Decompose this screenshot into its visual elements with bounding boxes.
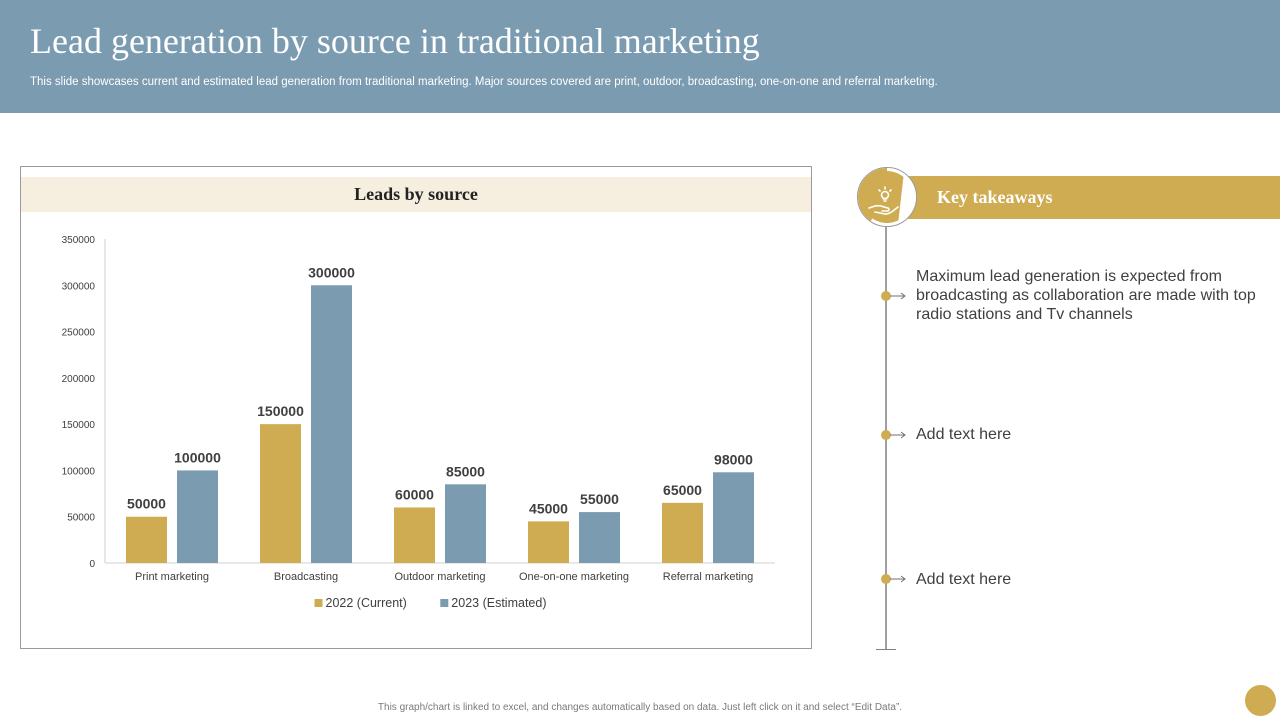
- data-label: 98000: [714, 451, 753, 467]
- y-tick-label: 100000: [62, 466, 96, 477]
- x-tick-label: Outdoor marketing: [394, 571, 485, 583]
- bar: [126, 516, 167, 563]
- hand-holding-idea-icon: [858, 168, 916, 226]
- header-banner: Lead generation by source in traditional…: [0, 0, 1280, 113]
- chart-title-band: Leads by source: [21, 177, 811, 212]
- y-tick-label: 350000: [62, 235, 96, 246]
- data-label: 50000: [127, 496, 166, 512]
- chart-container[interactable]: Leads by source 0 50000 100000 150000 200000…: [20, 166, 812, 649]
- y-tick-label: 200000: [62, 374, 96, 385]
- legend-label: 2023 (Estimated): [451, 596, 546, 610]
- legend-label: 2022 (Current): [326, 596, 407, 610]
- takeaway-item-3[interactable]: Add text here: [916, 571, 1012, 588]
- corner-decoration: [1245, 685, 1276, 716]
- y-tick-label: 0: [89, 559, 95, 570]
- takeaway-bullet-icon: [880, 572, 910, 584]
- page-title: Lead generation by source in traditional…: [30, 21, 760, 61]
- takeaway-item-1: Maximum lead generation is expected from…: [916, 268, 1256, 323]
- bar: [579, 512, 620, 563]
- bar: [713, 472, 754, 563]
- data-label: 85000: [446, 463, 485, 479]
- legend-swatch: [314, 599, 323, 607]
- takeaways-timeline-foot: [876, 649, 896, 650]
- bar: [528, 521, 569, 563]
- data-label: 55000: [580, 491, 619, 507]
- x-tick-label: One-on-one marketing: [519, 571, 629, 583]
- takeaway-bullet-icon: [880, 428, 910, 440]
- y-tick-label: 250000: [62, 328, 96, 339]
- legend-swatch: [440, 599, 449, 607]
- x-tick-label: Referral marketing: [663, 571, 753, 583]
- chart-title: Leads by source: [354, 184, 478, 204]
- data-label: 300000: [308, 264, 355, 280]
- data-label: 100000: [174, 449, 221, 465]
- x-tick-label: Print marketing: [135, 571, 209, 583]
- bar: [394, 507, 435, 563]
- page-subtitle: This slide showcases current and estimat…: [30, 76, 938, 88]
- bar: [177, 470, 218, 563]
- data-label: 45000: [529, 500, 568, 516]
- x-tick-label: Broadcasting: [274, 571, 338, 583]
- y-tick-label: 300000: [62, 281, 96, 292]
- bar: [662, 502, 703, 563]
- y-tick-label: 50000: [67, 513, 95, 524]
- key-takeaways-badge: [857, 167, 917, 227]
- key-takeaways-title: Key takeaways: [937, 187, 1053, 207]
- footer-note: This graph/chart is linked to excel, and…: [377, 702, 903, 713]
- data-label: 60000: [395, 486, 434, 502]
- bar: [445, 484, 486, 563]
- takeaway-bullet-icon: [880, 289, 910, 301]
- data-label: 65000: [663, 482, 702, 498]
- bar: [311, 285, 352, 563]
- y-tick-label: 150000: [62, 420, 96, 431]
- takeaway-item-2[interactable]: Add text here: [916, 426, 1012, 443]
- bar: [260, 424, 301, 563]
- key-takeaways-header: Key takeaways: [885, 176, 1280, 219]
- data-label: 150000: [257, 403, 304, 419]
- bar-chart: 0 50000 100000 150000 200000 250000 300000 3500…: [62, 235, 775, 610]
